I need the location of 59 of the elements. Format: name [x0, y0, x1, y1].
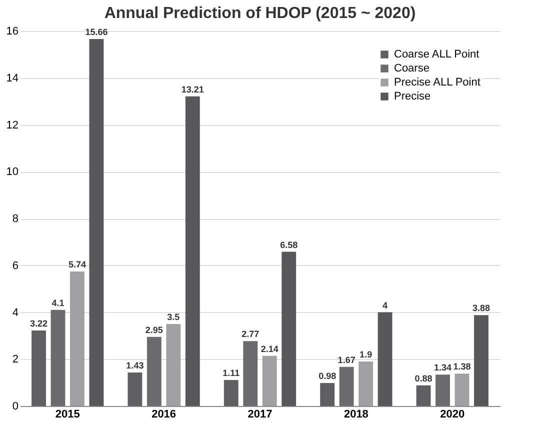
- bar: [282, 252, 296, 406]
- bar: [70, 271, 84, 406]
- bar: [454, 374, 470, 406]
- bar: [358, 361, 374, 406]
- bar: [378, 312, 392, 406]
- bar: [32, 330, 46, 406]
- y-tick-label: 12: [6, 119, 18, 132]
- bar: [339, 366, 354, 406]
- y-tick-label: 8: [12, 213, 18, 225]
- bar: [320, 383, 335, 406]
- bar: [89, 38, 104, 406]
- bar: [262, 356, 277, 406]
- legend-label: Precise ALL Point: [394, 76, 480, 88]
- y-tick-label: 0: [12, 400, 18, 412]
- data-label: 3.22: [30, 318, 48, 329]
- bar: [243, 341, 258, 406]
- x-tick-label: 2020: [440, 408, 465, 420]
- data-label: 2.14: [260, 344, 278, 354]
- data-label: 2.95: [145, 324, 163, 335]
- bar: [128, 372, 142, 406]
- y-tick-label: 10: [6, 166, 18, 178]
- y-tick-label: 6: [12, 260, 18, 272]
- data-label: 1.38: [453, 362, 471, 372]
- bar: [474, 315, 488, 406]
- y-tick-label: 2: [12, 354, 18, 366]
- data-label: 1.43: [126, 360, 144, 370]
- bar: [50, 310, 66, 406]
- y-tick-label: 14: [6, 72, 18, 84]
- x-tick-label: 2016: [152, 408, 176, 420]
- data-label: 4.1: [52, 298, 64, 308]
- y-tick-label: 4: [12, 306, 18, 319]
- data-label: 3.5: [167, 312, 180, 322]
- data-label: 1.9: [360, 349, 372, 360]
- data-label: 15.66: [85, 26, 108, 37]
- data-label: 3.88: [472, 303, 490, 314]
- bar: [224, 380, 238, 406]
- data-label: 6.58: [280, 240, 298, 250]
- data-label: 1.34: [434, 362, 452, 373]
- data-label: 1.67: [338, 354, 356, 365]
- data-label: 1.11: [222, 368, 240, 378]
- legend-label: Coarse ALL Point: [394, 48, 480, 60]
- data-label: 0.88: [414, 373, 432, 384]
- bar: [146, 336, 162, 406]
- bar: [185, 96, 200, 406]
- data-label: 0.98: [318, 371, 336, 382]
- bar: [416, 385, 431, 406]
- data-label: 5.74: [68, 259, 86, 270]
- data-label: 4: [382, 300, 388, 310]
- bar: [166, 324, 181, 406]
- legend-label: Precise: [394, 90, 431, 102]
- x-tick-label: 2017: [248, 408, 272, 420]
- data-label: 2.77: [242, 329, 260, 340]
- bar: [436, 374, 450, 406]
- x-tick-label: 2015: [55, 408, 80, 420]
- x-tick-label: 2018: [344, 408, 368, 420]
- chart-title: Annual Prediction of HDOP (2015 ~ 2020): [104, 5, 416, 22]
- data-label: 13.21: [181, 84, 204, 94]
- legend-label: Coarse: [394, 62, 430, 74]
- y-tick-label: 16: [6, 26, 18, 38]
